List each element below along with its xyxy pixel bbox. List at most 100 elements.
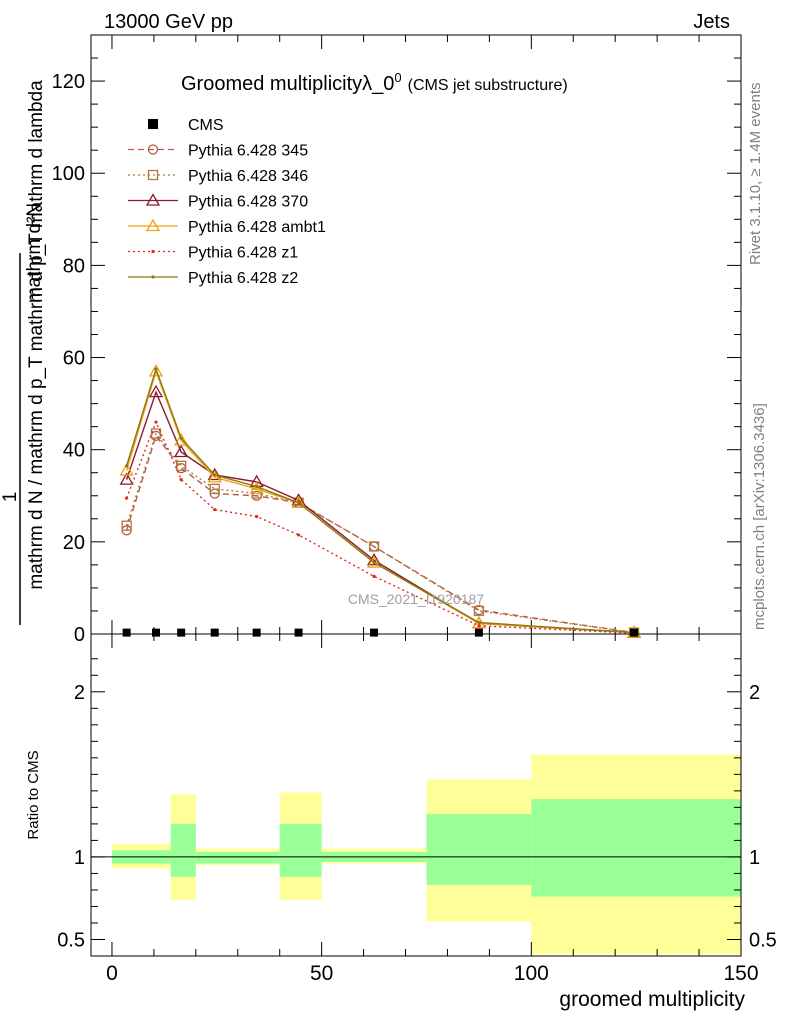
x-tick-label: 150	[723, 962, 758, 985]
ratio-panel: 0.5 0.5 1 1 2 2 0 50 100 150 Ratio to CMS groomed…	[25, 633, 777, 1011]
legend-label: Pythia 6.428 ambt1	[188, 219, 326, 236]
cms-data-point	[294, 628, 303, 637]
legend-item: Pythia 6.428 345	[128, 143, 308, 160]
main-series-group	[119, 364, 642, 638]
header-right-label: Jets	[693, 11, 730, 33]
main-y-tick-label: 100	[52, 163, 85, 185]
cms-data-point	[474, 628, 483, 637]
rivet-label: Rivet 3.1.10, ≥ 1.4M events	[747, 83, 764, 266]
series-point	[473, 605, 485, 617]
series-point	[154, 367, 158, 371]
ratio-inner-band	[279, 823, 322, 877]
main-y-tick-label: 40	[63, 440, 85, 462]
legend-item: Pythia 6.428 z1	[128, 245, 298, 262]
ratio-y-tick-label: 1	[74, 847, 85, 869]
series-5	[125, 366, 636, 635]
ratio-inner-band	[531, 799, 741, 897]
series-point	[372, 560, 376, 565]
cms-data-point	[210, 628, 219, 637]
series-point	[121, 520, 132, 531]
series-point	[291, 493, 306, 506]
legend-label: Pythia 6.428 345	[188, 143, 308, 160]
series-point	[207, 470, 222, 483]
series-point	[296, 501, 301, 505]
main-y-tick-label: 60	[63, 348, 85, 370]
cms-data-points	[122, 628, 639, 637]
main-y-tick-label: 0	[74, 624, 85, 646]
main-title: Groomed multiplicityλ_00 (CMS jet substru…	[181, 70, 568, 95]
series-point	[125, 464, 129, 468]
y-axis-fraction-one: 1	[0, 492, 21, 503]
cms-data-point	[152, 628, 160, 637]
ratio-y-tick-label-right: 2	[749, 682, 760, 704]
ratio-inner-band	[195, 851, 280, 864]
series-point	[148, 364, 164, 377]
main-y-tick-label: 80	[63, 255, 85, 277]
legend-label: Pythia 6.428 z1	[188, 245, 298, 262]
ratio-y-tick-label: 0.5	[57, 929, 85, 951]
legend-marker	[151, 249, 155, 254]
cms-data-point	[630, 628, 639, 637]
series-point	[477, 624, 481, 628]
legend-item: Pythia 6.428 370	[128, 193, 308, 211]
series-point	[296, 533, 301, 537]
ratio-plot-frame	[90, 633, 742, 957]
ratio-y-axis-label: Ratio to CMS	[25, 750, 42, 839]
main-axis-ticks: 0 20 40 60 80 100 120	[52, 34, 742, 646]
header-left-label: 13000 GeV pp	[104, 11, 233, 33]
legend: CMS Pythia 6.428 345 Pythia 6.428 346 Pythi…	[128, 117, 326, 287]
series-point	[148, 384, 164, 398]
series-point	[119, 472, 134, 485]
legend-marker	[145, 218, 161, 232]
legend-marker	[147, 144, 159, 155]
x-tick-label: 50	[310, 962, 333, 985]
series-point	[255, 514, 259, 519]
ratio-inner-band	[170, 823, 196, 877]
main-y-tick-label: 20	[63, 532, 85, 554]
series-point	[119, 463, 134, 476]
cms-data-point	[122, 628, 131, 637]
series-point	[213, 507, 217, 512]
series-4	[125, 420, 636, 635]
legend-marker	[151, 275, 155, 279]
cms-data-point	[252, 628, 261, 637]
legend-item: Pythia 6.428 ambt1	[128, 218, 326, 236]
y-axis-numerator: mathrm d²N	[24, 203, 45, 303]
watermark-label: CMS_2021_I1920187	[348, 591, 484, 607]
legend-marker	[145, 193, 161, 206]
legend-label: Pythia 6.428 z2	[188, 270, 298, 287]
cms-data-point	[177, 628, 186, 637]
ratio-y-tick-label: 2	[74, 682, 85, 704]
series-point	[372, 574, 376, 579]
y-axis-denominator: mathrm d N / mathrm d p_T mathrm d p_T m…	[26, 80, 47, 590]
series-point	[176, 460, 187, 471]
main-panel: 0 20 40 60 80 100 120 Groomed multiplicityλ_00…	[0, 34, 742, 646]
ratio-axis-ticks: 0.5 0.5 1 1 2 2 0 50 100 150	[57, 634, 777, 985]
x-tick-label: 100	[514, 962, 549, 985]
x-tick-label: 0	[106, 962, 118, 985]
series-line	[125, 434, 635, 634]
series-point	[213, 473, 217, 477]
legend-item-cms: CMS	[148, 117, 224, 134]
series-point	[255, 484, 259, 489]
ratio-bands-group	[111, 754, 741, 955]
series-point	[368, 541, 380, 552]
legend-marker	[147, 169, 159, 181]
legend-label: Pythia 6.428 370	[188, 194, 308, 211]
series-point	[209, 483, 220, 495]
legend-item: Pythia 6.428 346	[128, 168, 308, 185]
series-point	[174, 433, 189, 446]
ratio-y-tick-label-right: 1	[749, 847, 760, 869]
series-point	[366, 555, 382, 568]
series-point	[477, 620, 481, 625]
series-point	[174, 444, 189, 458]
series-point	[125, 496, 129, 500]
legend-label: CMS	[188, 117, 224, 134]
cms-data-point	[370, 628, 379, 637]
mcplots-label: mcplots.cern.ch [arXiv:1306.3436]	[751, 403, 768, 630]
legend-item: Pythia 6.428 z2	[128, 270, 298, 287]
ratio-inner-band	[426, 813, 532, 885]
series-point	[150, 428, 162, 439]
legend-marker	[148, 119, 158, 129]
